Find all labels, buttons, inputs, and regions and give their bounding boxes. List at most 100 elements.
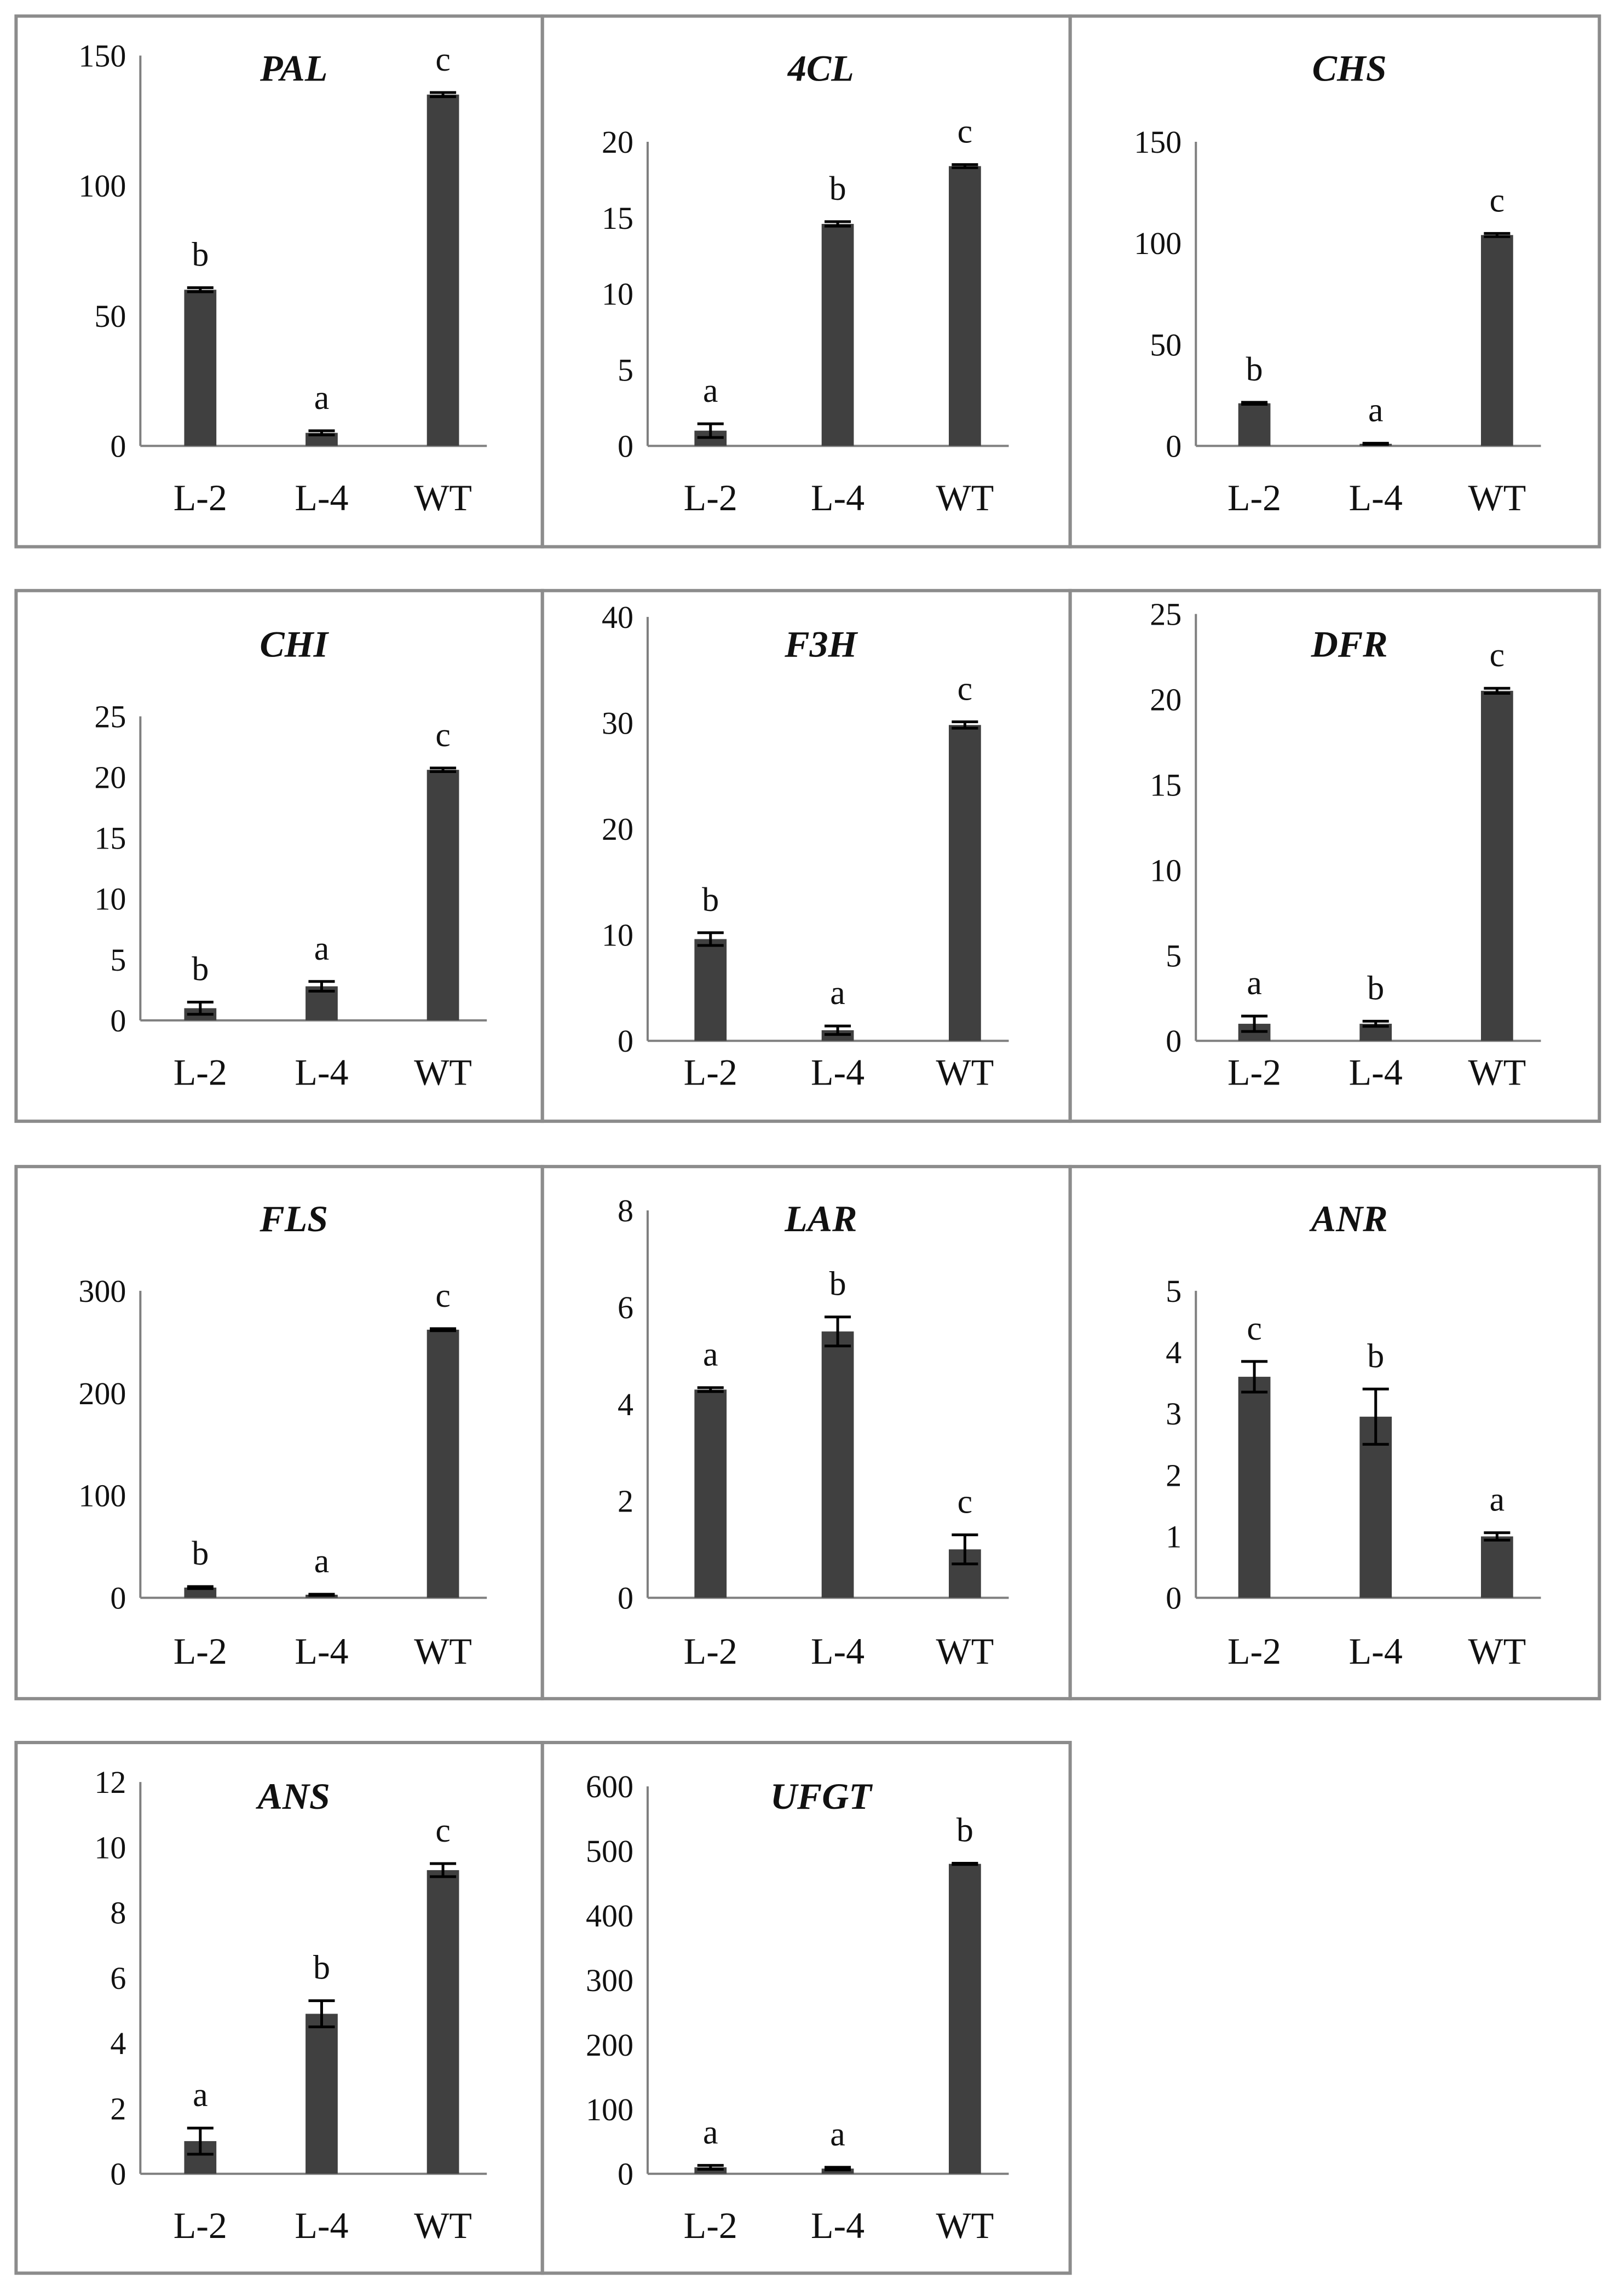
significance-letter: a	[830, 974, 845, 1012]
bar-wt	[426, 1870, 459, 2174]
y-tick-label: 10	[602, 918, 633, 953]
bar-wt	[426, 770, 459, 1020]
x-tick-label: L-2	[684, 1630, 737, 1672]
chart-title: 4CL	[787, 48, 854, 89]
y-tick-label: 40	[602, 599, 633, 635]
y-tick-label: 150	[78, 38, 126, 73]
bar-wt	[426, 94, 459, 446]
chart-panel-lar: 0 2 4 6 8 LAR a L-2 b L-4 c WT	[540, 1164, 1072, 1700]
chart-title: F3H	[784, 624, 858, 665]
y-tick-label: 25	[94, 699, 126, 734]
x-tick-label: L-2	[1227, 477, 1281, 518]
y-tick-label: 0	[1166, 1580, 1181, 1616]
significance-letter: a	[193, 2076, 208, 2114]
y-tick-label: 0	[110, 428, 126, 464]
y-tick-label: 150	[1134, 124, 1181, 160]
bar-l-2	[694, 939, 727, 1041]
y-tick-label: 20	[94, 760, 126, 795]
chart-panel-pal: 0 50 100 150 PAL b L-2 a L-4 c WT	[14, 14, 544, 549]
y-tick-label: 15	[94, 821, 126, 856]
bar-wt	[949, 1864, 981, 2174]
chart-panel-chi: 0 5 10 15 20 25 CHI b L-2 a L-4 c WT	[14, 589, 544, 1123]
significance-letter: b	[313, 1949, 330, 1987]
chart-panel-dfr: 0 5 10 15 20 25 DFR a L-2 b L-4 c WT	[1068, 589, 1601, 1123]
chart-title: DFR	[1311, 624, 1388, 665]
y-tick-label: 6	[618, 1290, 633, 1325]
x-tick-label: WT	[1468, 1630, 1526, 1672]
chart-title: LAR	[784, 1198, 857, 1239]
y-tick-label: 10	[94, 881, 126, 917]
x-tick-label: WT	[936, 1630, 994, 1672]
x-tick-label: L-2	[1227, 1630, 1281, 1672]
significance-letter: c	[958, 1484, 973, 1521]
significance-letter: b	[1367, 970, 1384, 1007]
y-tick-label: 8	[110, 1895, 126, 1931]
chart-panel-4cl: 0 5 10 15 20 4CL a L-2 b L-4 c WT	[540, 14, 1072, 549]
x-tick-label: WT	[414, 1051, 472, 1093]
x-tick-label: WT	[936, 477, 994, 518]
y-tick-label: 1	[1166, 1519, 1181, 1554]
x-tick-label: L-2	[1227, 1051, 1281, 1093]
x-tick-label: WT	[414, 1630, 472, 1672]
y-tick-label: 400	[586, 1898, 633, 1934]
y-tick-label: 500	[586, 1833, 633, 1869]
y-tick-label: 100	[78, 1478, 126, 1514]
x-tick-label: WT	[414, 477, 472, 518]
chart-title: PAL	[260, 48, 327, 89]
bar-l-4	[821, 223, 854, 446]
bar-wt	[1481, 235, 1513, 446]
y-tick-label: 25	[1150, 597, 1181, 632]
y-tick-label: 0	[1166, 1023, 1181, 1059]
x-tick-label: L-2	[684, 1051, 737, 1093]
significance-letter: a	[703, 1336, 718, 1374]
significance-letter: a	[1490, 1481, 1505, 1519]
y-tick-label: 30	[602, 705, 633, 741]
significance-letter: a	[703, 2114, 718, 2151]
significance-letter: b	[829, 170, 846, 207]
y-tick-label: 0	[618, 1580, 633, 1616]
y-tick-label: 2	[1166, 1457, 1181, 1493]
y-tick-label: 2	[110, 2091, 126, 2126]
x-tick-label: L-2	[174, 477, 227, 518]
chart-title: ANR	[1309, 1198, 1388, 1239]
x-tick-label: L-4	[811, 477, 864, 518]
y-tick-label: 10	[94, 1830, 126, 1865]
y-tick-label: 20	[602, 124, 633, 160]
significance-letter: b	[1246, 351, 1263, 388]
significance-letter: c	[1490, 637, 1505, 674]
x-tick-label: L-2	[174, 1630, 227, 1672]
bar-wt	[426, 1329, 459, 1598]
panel-frame	[1068, 14, 1601, 549]
y-tick-label: 100	[586, 2092, 633, 2127]
x-tick-label: L-2	[684, 477, 737, 518]
y-tick-label: 0	[618, 1023, 633, 1059]
x-tick-label: L-2	[174, 2205, 227, 2246]
x-tick-label: L-4	[295, 1630, 348, 1672]
significance-letter: b	[829, 1266, 846, 1303]
y-tick-label: 5	[1166, 1273, 1181, 1309]
significance-letter: a	[1247, 965, 1262, 1002]
y-tick-label: 6	[110, 1960, 126, 1996]
y-tick-label: 0	[618, 428, 633, 464]
y-tick-label: 100	[1134, 226, 1181, 261]
y-tick-label: 0	[110, 1003, 126, 1039]
y-tick-label: 12	[94, 1764, 126, 1800]
x-tick-label: L-2	[684, 2205, 737, 2246]
chart-panel-ans: 0 2 4 6 8 10 12 ANS a L-2 b L-4 c WT	[14, 1740, 544, 2275]
x-tick-label: WT	[414, 2205, 472, 2246]
y-tick-label: 15	[1150, 767, 1181, 803]
x-tick-label: L-4	[1349, 1051, 1403, 1093]
bar-l-2	[184, 290, 217, 446]
x-tick-label: L-4	[1349, 477, 1403, 518]
panel-frame	[1068, 589, 1601, 1123]
y-tick-label: 0	[1166, 428, 1181, 464]
x-tick-label: WT	[1468, 477, 1526, 518]
significance-letter: c	[958, 113, 973, 151]
y-tick-label: 5	[110, 942, 126, 978]
y-tick-label: 100	[78, 168, 126, 204]
x-tick-label: L-4	[811, 2205, 864, 2246]
significance-letter: c	[1247, 1310, 1262, 1347]
y-tick-label: 4	[618, 1387, 633, 1422]
